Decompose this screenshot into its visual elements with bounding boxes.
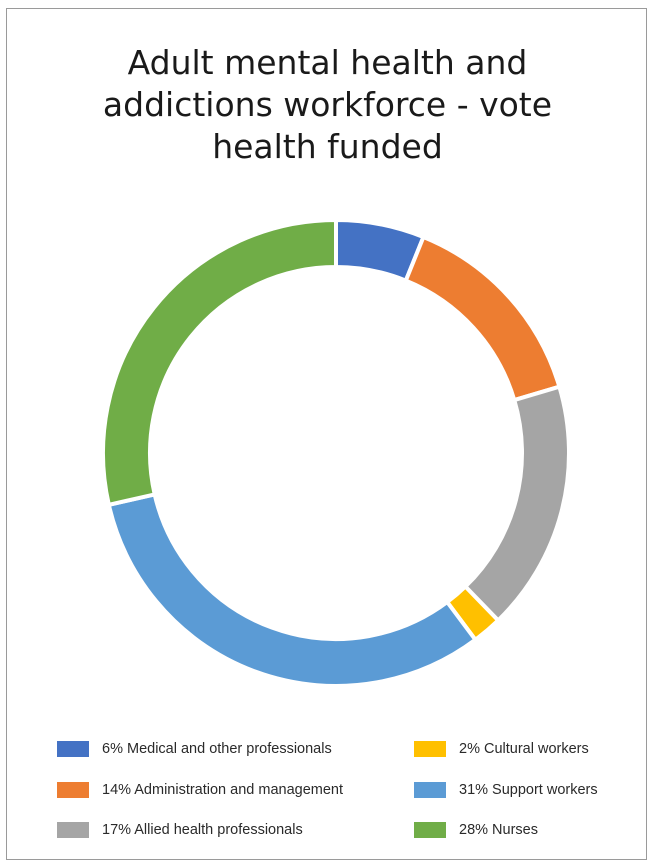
donut-slice-administration	[403, 234, 562, 403]
chart-title-line-1: Adult mental health and	[127, 43, 528, 82]
chart-title-line-2: addictions workforce - vote	[102, 85, 553, 124]
donut-slice-nurses	[101, 217, 338, 508]
chart-title-line-3: health funded	[212, 127, 443, 166]
donut-slice-allied	[462, 384, 571, 624]
donut-slice-support	[106, 491, 479, 688]
chart-title: Adult mental health and addictions workf…	[0, 42, 655, 168]
